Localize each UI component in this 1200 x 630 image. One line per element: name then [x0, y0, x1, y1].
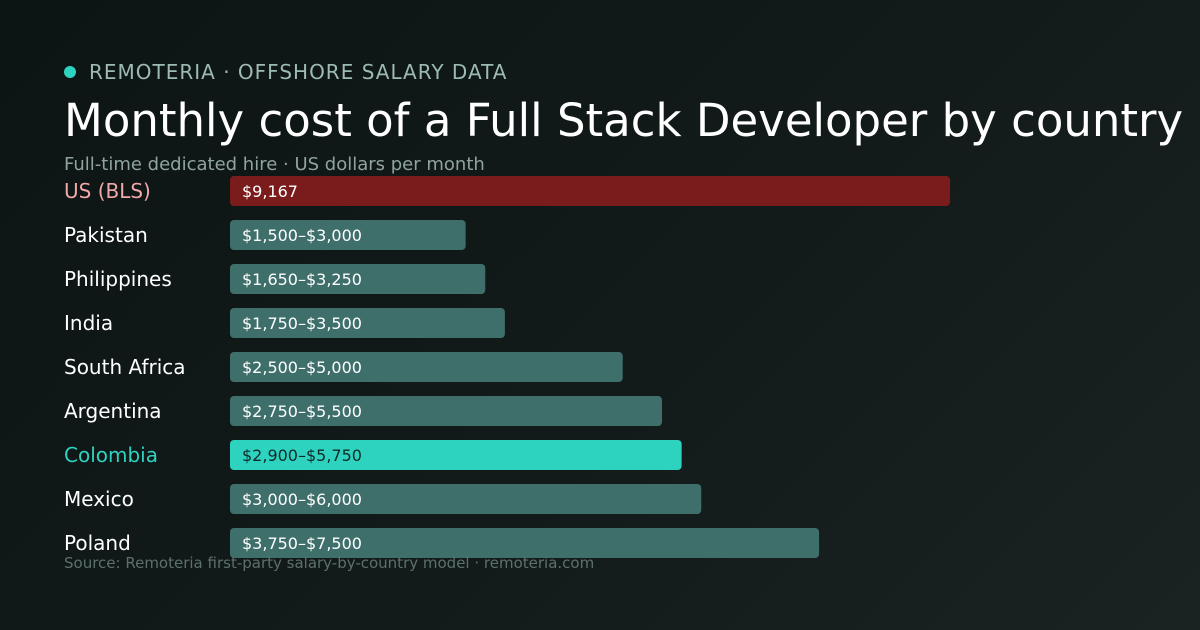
value-label-colombia: $2,900–$5,750	[242, 446, 362, 465]
bar-pakistan	[230, 220, 466, 250]
category-label-colombia: Colombia	[64, 443, 158, 467]
bar-colombia	[230, 440, 682, 470]
bar-row-argentina: Argentina $2,750–$5,500	[64, 396, 662, 426]
category-label-india: India	[64, 311, 113, 335]
value-label-south-africa: $2,500–$5,000	[242, 358, 362, 377]
category-label-pakistan: Pakistan	[64, 223, 148, 247]
bar-us-bls	[230, 176, 951, 206]
category-label-philippines: Philippines	[64, 267, 172, 291]
chart-subtitle: Full-time dedicated hire · US dollars pe…	[64, 154, 485, 175]
bar-row-pakistan: Pakistan $1,500–$3,000	[64, 220, 466, 250]
bar-india	[230, 308, 505, 338]
bar-mexico	[230, 484, 702, 514]
value-label-us-bls: $9,167	[242, 182, 298, 201]
bar-row-india: India $1,750–$3,500	[64, 308, 505, 338]
category-label-argentina: Argentina	[64, 399, 162, 423]
bar-row-mexico: Mexico $3,000–$6,000	[64, 484, 702, 514]
brand-text: REMOTERIA · OFFSHORE SALARY DATA	[89, 60, 508, 84]
bar-poland	[230, 528, 820, 558]
bar-south-africa	[230, 352, 623, 382]
category-label-us-bls: US (BLS)	[64, 179, 151, 203]
bar-row-colombia: Colombia $2,900–$5,750	[64, 440, 682, 470]
bar-row-poland: Poland $3,750–$7,500	[64, 528, 820, 558]
value-label-argentina: $2,750–$5,500	[242, 402, 362, 421]
value-label-philippines: $1,650–$3,250	[242, 270, 362, 289]
value-label-india: $1,750–$3,500	[242, 314, 362, 333]
chart-title: Monthly cost of a Full Stack Developer b…	[64, 94, 1184, 147]
source-note: Source: Remoteria first-party salary-by-…	[64, 554, 595, 572]
value-label-mexico: $3,000–$6,000	[242, 490, 362, 509]
category-label-poland: Poland	[64, 531, 131, 555]
category-label-mexico: Mexico	[64, 487, 134, 511]
brand-dot-icon	[64, 66, 76, 78]
value-label-pakistan: $1,500–$3,000	[242, 226, 362, 245]
value-label-poland: $3,750–$7,500	[242, 534, 362, 553]
category-label-south-africa: South Africa	[64, 355, 186, 379]
brand-line: REMOTERIA · OFFSHORE SALARY DATA	[64, 58, 507, 86]
bar-row-south-africa: South Africa $2,500–$5,000	[64, 352, 623, 382]
bar-row-us-bls: US (BLS) $9,167	[64, 176, 951, 206]
bar-argentina	[230, 396, 662, 426]
bar-philippines	[230, 264, 486, 294]
bar-row-philippines: Philippines $1,650–$3,250	[64, 264, 486, 294]
